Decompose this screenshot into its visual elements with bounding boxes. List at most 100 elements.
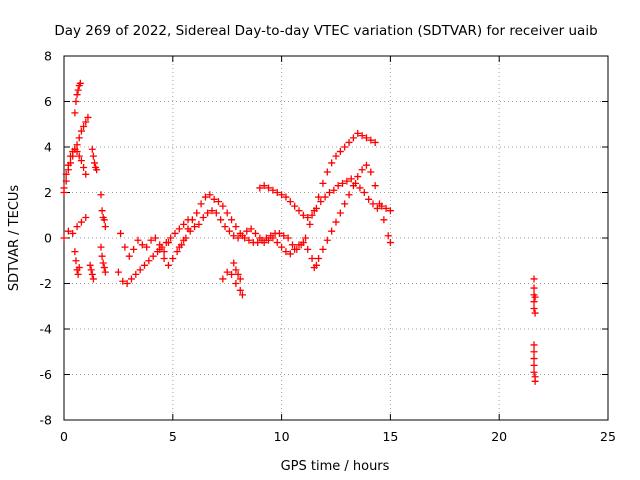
data-point: [93, 166, 101, 174]
data-point: [145, 257, 153, 265]
data-point: [332, 152, 340, 160]
data-point: [127, 275, 135, 283]
data-point: [530, 368, 538, 376]
y-tick-label: 6: [44, 94, 52, 109]
data-point: [278, 191, 286, 199]
data-point: [86, 261, 94, 269]
data-point: [99, 259, 107, 267]
data-point: [77, 127, 85, 135]
series-arc-6: [86, 261, 97, 283]
data-point: [89, 152, 97, 160]
data-point: [114, 268, 122, 276]
data-point: [323, 236, 331, 244]
data-point: [98, 252, 106, 260]
data-point: [243, 227, 251, 235]
data-point: [232, 223, 240, 231]
data-point: [332, 218, 340, 226]
data-point: [267, 232, 275, 240]
data-point: [98, 207, 106, 215]
data-point: [164, 261, 172, 269]
data-point: [121, 243, 129, 251]
data-point: [530, 305, 538, 313]
series-arc-19: [530, 341, 539, 385]
data-point: [80, 163, 88, 171]
y-tick-label: 0: [44, 231, 52, 246]
series-arc-7: [88, 145, 101, 174]
series-arc-13: [175, 129, 379, 253]
data-point: [530, 348, 538, 356]
data-point: [236, 229, 244, 237]
data-point: [143, 243, 151, 251]
data-point: [60, 234, 68, 242]
data-point: [319, 179, 327, 187]
data-point: [225, 227, 233, 235]
data-point: [325, 189, 333, 196]
data-point: [160, 248, 168, 256]
y-tick-label: 4: [44, 140, 52, 155]
data-point: [191, 223, 199, 231]
data-point: [193, 209, 201, 217]
x-tick-label: 0: [60, 429, 68, 444]
data-point: [214, 198, 222, 206]
data-point: [530, 298, 538, 306]
data-point: [90, 159, 98, 167]
series-arc-5: [71, 248, 83, 278]
data-point: [160, 254, 168, 262]
data-point: [304, 214, 312, 222]
series-arc-8: [97, 191, 109, 231]
data-point: [88, 145, 96, 153]
data-point: [256, 184, 264, 192]
data-point: [130, 245, 138, 253]
data-point: [151, 234, 159, 242]
data-point: [221, 223, 229, 231]
series-arc-2: [60, 145, 90, 192]
data-point: [254, 239, 262, 247]
data-point: [376, 200, 384, 208]
data-point: [76, 79, 84, 87]
data-point: [380, 216, 388, 224]
data-point: [73, 141, 81, 149]
data-point: [201, 193, 209, 201]
data-point: [119, 277, 127, 285]
data-point: [71, 109, 79, 117]
data-point: [234, 234, 242, 242]
data-point: [232, 266, 240, 274]
data-point: [258, 236, 266, 244]
data-point: [60, 184, 68, 192]
data-point: [304, 245, 312, 253]
series-arc-9: [97, 243, 109, 276]
data-point: [358, 166, 366, 174]
y-tick-label: -2: [40, 276, 52, 291]
data-point: [349, 134, 357, 142]
data-point: [295, 207, 303, 215]
data-point: [75, 264, 83, 272]
data-point: [74, 86, 82, 94]
data-point: [184, 225, 192, 233]
data-point: [89, 275, 97, 283]
data-point: [197, 200, 205, 208]
data-point: [369, 200, 377, 208]
data-point: [73, 91, 81, 99]
data-point: [84, 113, 92, 121]
data-point: [100, 264, 108, 272]
series-arc-16: [219, 268, 246, 299]
data-point: [308, 254, 316, 262]
data-point: [228, 216, 236, 224]
data-point: [123, 280, 131, 287]
data-point: [365, 195, 373, 203]
data-point: [138, 241, 146, 249]
data-point: [384, 232, 392, 240]
x-tick-label: 15: [382, 429, 398, 444]
data-point: [531, 293, 539, 301]
x-axis-label: GPS time / hours: [281, 459, 390, 474]
x-tick-label: 20: [491, 429, 507, 444]
data-point: [62, 177, 70, 185]
data-point: [238, 291, 246, 299]
data-point: [180, 236, 188, 244]
data-point: [302, 234, 310, 242]
data-point: [82, 214, 90, 222]
data-point: [132, 270, 140, 278]
data-point: [339, 179, 347, 187]
series-arc-11: [117, 229, 172, 260]
chart-title: Day 269 of 2022, Sidereal Day-to-day VTE…: [54, 23, 597, 39]
